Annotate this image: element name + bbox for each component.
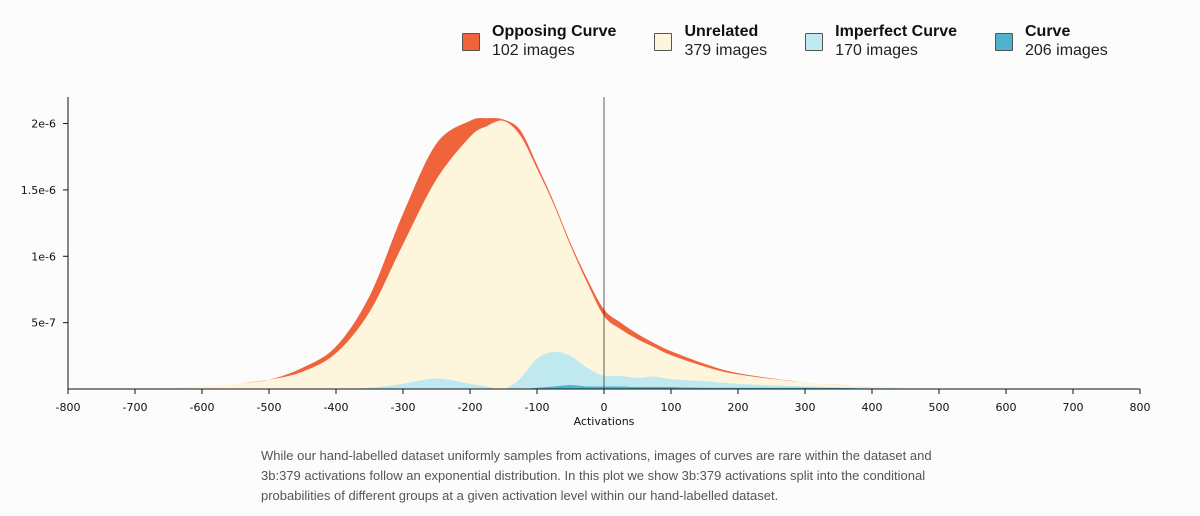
y-tick-label: 2e-6	[31, 118, 56, 131]
x-tick-label: -100	[525, 401, 550, 414]
legend-name: Imperfect Curve	[835, 23, 957, 40]
x-tick-label: -600	[190, 401, 215, 414]
x-tick-label: 100	[661, 401, 682, 414]
legend-swatch-curve	[995, 33, 1013, 51]
y-tick-label: 1.5e-6	[21, 184, 56, 197]
axes: -800 -700 -600 -500 -400 -300 -200 -100 0 100 200 3…	[21, 97, 1151, 428]
legend-count: 170 images	[835, 42, 918, 59]
x-tick-label: 800	[1130, 401, 1151, 414]
x-tick-label: -700	[123, 401, 148, 414]
legend-name: Unrelated	[684, 23, 759, 40]
x-tick-label: -400	[324, 401, 349, 414]
legend-item-unrelated: Unrelated 379 images	[654, 22, 767, 60]
x-tick-label: 700	[1063, 401, 1084, 414]
legend-count: 206 images	[1025, 42, 1108, 59]
x-tick-label: 400	[862, 401, 883, 414]
x-tick-label: 200	[728, 401, 749, 414]
x-tick-label: 0	[601, 401, 608, 414]
legend-name: Opposing Curve	[492, 23, 617, 40]
legend-swatch-unrelated	[654, 33, 673, 51]
x-tick-label: -800	[56, 401, 81, 414]
y-tick-label: 1e-6	[31, 250, 56, 263]
legend: Opposing Curve 102 images Unrelated 379 …	[462, 22, 1108, 60]
legend-swatch-imperfect-curve	[805, 33, 824, 51]
x-tick-label: -500	[257, 401, 282, 414]
legend-item-imperfect-curve: Imperfect Curve 170 images	[805, 22, 957, 60]
x-tick-label: -200	[458, 401, 483, 414]
x-tick-label: 500	[929, 401, 950, 414]
legend-item-curve: Curve 206 images	[995, 22, 1108, 60]
legend-swatch-opposing-curve	[462, 33, 480, 51]
activation-distribution-chart: -800 -700 -600 -500 -400 -300 -200 -100 0 100 200 3…	[21, 97, 1151, 428]
x-tick-label: -300	[391, 401, 416, 414]
x-axis-title: Activations	[574, 415, 635, 428]
legend-item-opposing-curve: Opposing Curve 102 images	[462, 22, 616, 60]
figure-caption: While our hand-labelled dataset uniforml…	[261, 448, 932, 503]
y-tick-label: 5e-7	[31, 317, 56, 330]
legend-name: Curve	[1025, 23, 1071, 40]
x-tick-label: 600	[996, 401, 1017, 414]
legend-count: 102 images	[492, 42, 575, 59]
x-tick-label: 300	[795, 401, 816, 414]
legend-count: 379 images	[684, 42, 768, 59]
